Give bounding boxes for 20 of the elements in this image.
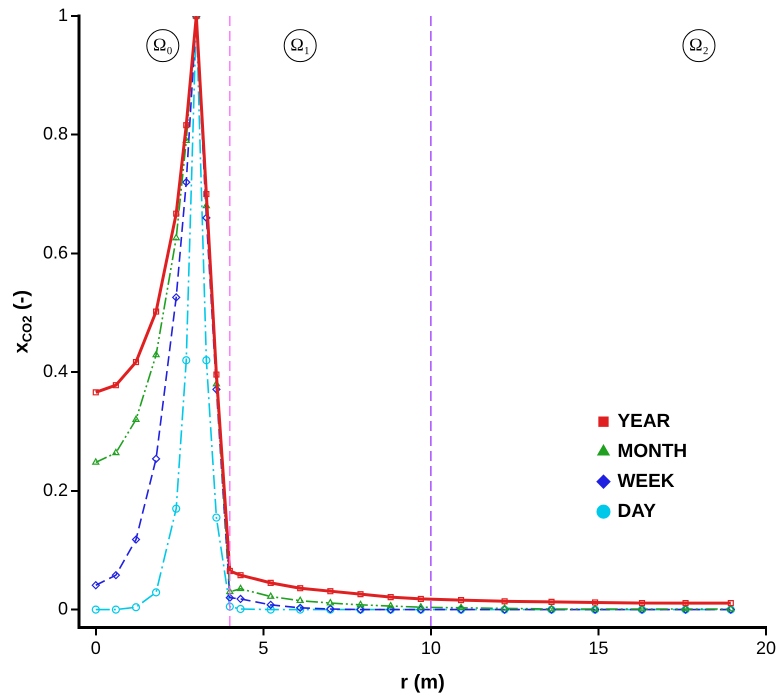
y-axis-title: xCO2 (-) bbox=[10, 290, 35, 354]
legend-label: MONTH bbox=[617, 440, 688, 462]
y-tick-label: 0 bbox=[58, 598, 68, 619]
y-tick-label: 0.2 bbox=[42, 480, 68, 500]
x-tick-label: 5 bbox=[258, 638, 268, 658]
x-axis-title: r (m) bbox=[400, 672, 445, 694]
x-tick-label: 0 bbox=[90, 638, 101, 658]
y-tick-label: 1 bbox=[58, 4, 68, 25]
legend-label: DAY bbox=[617, 500, 656, 522]
y-tick-label: 0.8 bbox=[42, 124, 68, 144]
y-tick-label: 0.6 bbox=[42, 242, 68, 262]
legend-label: YEAR bbox=[617, 410, 671, 432]
legend-label: WEEK bbox=[617, 470, 675, 492]
y-tick-label: 0.4 bbox=[42, 361, 68, 382]
annotation: Ω₀ bbox=[152, 34, 173, 54]
x-tick-label: 15 bbox=[588, 638, 608, 658]
annotation: Ω₁ bbox=[290, 34, 310, 54]
x-tick-label: 20 bbox=[756, 638, 776, 658]
x-tick-label: 10 bbox=[420, 638, 441, 658]
annotation: Ω₂ bbox=[689, 34, 709, 54]
